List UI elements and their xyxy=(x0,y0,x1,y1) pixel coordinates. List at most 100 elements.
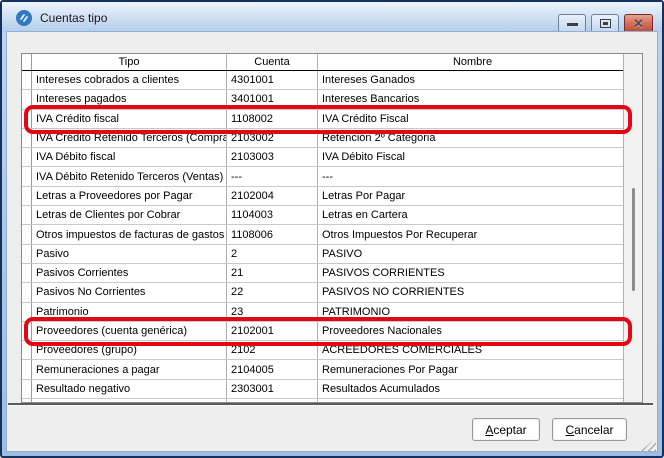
row-selector[interactable] xyxy=(22,283,32,302)
row-selector[interactable] xyxy=(22,302,32,321)
table-header-row: Tipo Cuenta Nombre xyxy=(22,54,623,71)
table-row[interactable]: Intereses cobrados a clientes 4301001 In… xyxy=(22,71,623,91)
cell-nombre: PASIVOS CORRIENTES xyxy=(322,267,445,280)
row-selector[interactable] xyxy=(22,399,32,402)
table-row-highlighted[interactable]: Proveedores (cuenta genérica) 2102001 Pr… xyxy=(22,316,632,347)
window-title: Cuentas tipo xyxy=(40,11,108,25)
row-selector-header xyxy=(22,54,32,70)
accounts-table: Tipo Cuenta Nombre Intereses cobrados a … xyxy=(21,53,643,403)
cell-nombre: Resultados Acumulados xyxy=(322,382,441,395)
cell-tipo: Otros impuestos de facturas de gastos xyxy=(32,225,227,244)
cell-nombre: Letras Por Pagar xyxy=(322,189,406,202)
cell-tipo: Pasivos Corrientes xyxy=(32,263,227,283)
table-row[interactable]: IVA Débito Retenido Terceros (Ventas) --… xyxy=(22,167,623,187)
row-selector[interactable] xyxy=(22,263,32,283)
row-selector[interactable] xyxy=(22,71,32,90)
cell-cuenta: 2 xyxy=(227,244,318,263)
cell-tipo: Proveedores (grupo) xyxy=(32,341,227,360)
window-titlebar[interactable]: Cuentas tipo ✕ xyxy=(2,2,662,33)
row-selector[interactable] xyxy=(22,186,32,206)
cell-cuenta: 1108002 xyxy=(227,109,318,128)
accept-button[interactable]: Aceptar xyxy=(472,418,540,441)
cell-tipo: IVA Crédito Retenido Terceros (Compras) xyxy=(32,128,227,148)
table-row[interactable]: Letras a Proveedores por Pagar 2102004 L… xyxy=(22,186,623,207)
row-selector[interactable] xyxy=(22,225,32,244)
cell-cuenta: 2104005 xyxy=(227,360,318,379)
table-row[interactable]: Remuneraciones a pagar 2104005 Remunerac… xyxy=(22,360,623,380)
row-selector[interactable] xyxy=(22,148,32,167)
table-row[interactable]: Letras de Clientes por Cobrar 1104003 Le… xyxy=(22,206,623,226)
cell-cuenta: 23 xyxy=(227,302,318,321)
table-row[interactable]: Pasivo 2 PASIVO xyxy=(22,244,623,264)
table-row[interactable]: IVA Crédito Retenido Terceros (Compras) … xyxy=(22,128,623,149)
scrollbar-thumb[interactable] xyxy=(632,188,635,291)
table-grid: Tipo Cuenta Nombre Intereses cobrados a … xyxy=(22,54,632,402)
cell-nombre: Intereses Bancarios xyxy=(322,93,420,106)
minimize-icon xyxy=(567,23,578,26)
close-button[interactable]: ✕ xyxy=(624,14,653,33)
cell-cuenta: 21 xyxy=(227,263,318,283)
table-row[interactable]: Intereses pagados 3401001 Intereses Banc… xyxy=(22,90,623,110)
cell-cuenta: --- xyxy=(227,167,318,186)
column-header-nombre[interactable]: Nombre xyxy=(452,56,493,68)
cell-cuenta: 4301001 xyxy=(227,71,318,90)
row-selector[interactable] xyxy=(22,244,32,263)
row-selector[interactable] xyxy=(22,206,32,225)
row-selector[interactable] xyxy=(22,167,32,186)
column-header-tipo[interactable]: Tipo xyxy=(32,54,227,70)
cell-nombre: Otros Impuestos Por Recuperar xyxy=(322,228,478,241)
close-icon: ✕ xyxy=(633,16,644,31)
row-selector[interactable] xyxy=(22,109,32,128)
cell-nombre: PASIVO xyxy=(322,247,363,260)
cell-tipo: Remuneraciones a pagar xyxy=(32,360,227,379)
cell-tipo: Pasivo xyxy=(32,244,227,263)
table-row[interactable]: Pasivos Corrientes 21 PASIVOS CORRIENTES xyxy=(22,263,623,284)
row-selector[interactable] xyxy=(22,128,32,148)
cell-tipo: Letras a Proveedores por Pagar xyxy=(32,186,227,206)
cell-cuenta: 3401001 xyxy=(227,90,318,109)
cell-tipo: Letras de Clientes por Cobrar xyxy=(32,206,227,225)
minimize-button[interactable] xyxy=(558,14,586,33)
cell-cuenta: 2102 xyxy=(227,341,318,360)
row-selector[interactable] xyxy=(22,321,32,341)
cell-nombre: IVA Débito Fiscal xyxy=(322,151,405,164)
table-row-highlighted[interactable]: IVA Crédito fiscal 1108002 IVA Crédito F… xyxy=(22,104,632,135)
cell-cuenta: 2103003 xyxy=(227,148,318,167)
cancel-button-mnemonic: C xyxy=(565,422,575,437)
cell-tipo: IVA Débito Retenido Terceros (Ventas) xyxy=(32,167,227,186)
accept-button-label: ceptar xyxy=(493,422,527,437)
cell-cuenta: 1104003 xyxy=(227,206,318,225)
cell-tipo xyxy=(32,399,227,402)
maximize-button[interactable] xyxy=(591,14,619,33)
cell-nombre: Remuneraciones Por Pagar xyxy=(322,363,458,376)
cell-cuenta: 2102004 xyxy=(227,186,318,206)
row-selector[interactable] xyxy=(22,90,32,109)
cell-cuenta xyxy=(227,399,318,402)
cell-nombre: PATRIMONIO xyxy=(322,305,391,318)
row-selector[interactable] xyxy=(22,360,32,379)
cell-cuenta: 2103002 xyxy=(227,128,318,148)
cell-cuenta: 2102001 xyxy=(227,321,318,341)
cell-tipo: Patrimonio xyxy=(32,302,227,321)
table-row[interactable]: Otros impuestos de facturas de gastos 11… xyxy=(22,225,623,245)
table-row[interactable]: Proveedores (grupo) 2102 ACREEDORES COME… xyxy=(22,341,623,361)
table-row[interactable]: Resultado negativo 2303001 Resultados Ac… xyxy=(22,379,623,400)
table-row[interactable]: Patrimonio 23 PATRIMONIO xyxy=(22,302,623,322)
cell-nombre: --- xyxy=(322,170,333,183)
cancel-button[interactable]: Cancelar xyxy=(552,418,627,441)
vertical-scrollbar[interactable] xyxy=(623,54,642,402)
cell-tipo: IVA Débito fiscal xyxy=(32,148,227,167)
accept-button-mnemonic: A xyxy=(485,422,494,437)
table-row[interactable]: Pasivos No Corrientes 22 PASIVOS NO CORR… xyxy=(22,283,623,303)
cell-tipo: IVA Crédito fiscal xyxy=(32,109,227,128)
window-controls: ✕ xyxy=(558,14,653,33)
column-header-cuenta[interactable]: Cuenta xyxy=(227,54,318,70)
table-row[interactable] xyxy=(22,399,623,402)
cell-nombre: IVA Crédito Fiscal xyxy=(322,112,409,125)
table-row[interactable]: IVA Débito fiscal 2103003 IVA Débito Fis… xyxy=(22,148,623,168)
row-selector[interactable] xyxy=(22,341,32,360)
row-selector[interactable] xyxy=(22,379,32,399)
cancel-button-label: ancelar xyxy=(574,422,614,437)
cell-tipo: Proveedores (cuenta genérica) xyxy=(32,321,227,341)
